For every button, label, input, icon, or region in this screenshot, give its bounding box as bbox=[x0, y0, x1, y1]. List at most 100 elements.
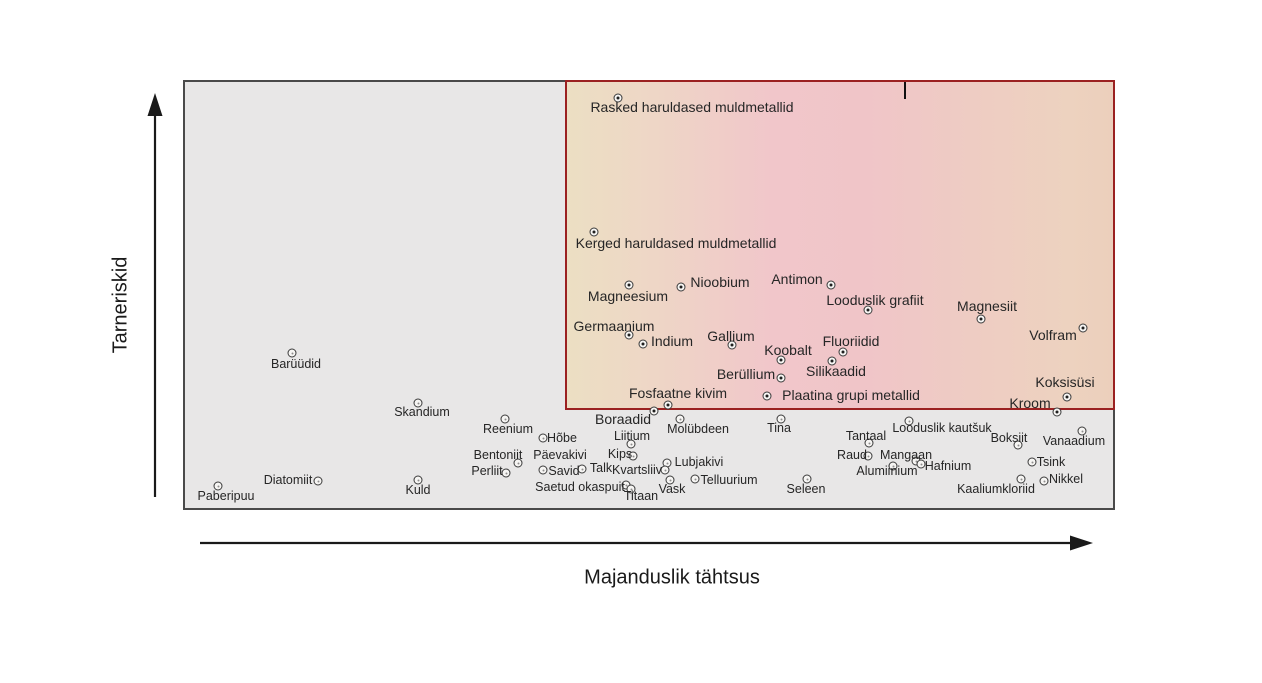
point-label-hafnium: Hafnium bbox=[924, 458, 972, 473]
data-point-fosfaatne-kivim bbox=[663, 400, 673, 410]
point-label-fosfaatne-kivim: Fosfaatne kivim bbox=[628, 385, 728, 401]
data-point-fluoriidid bbox=[838, 347, 848, 357]
point-label-saetud-okaspuit: Saetud okaspuit bbox=[535, 479, 625, 494]
point-label-ber-llium: Berüllium bbox=[716, 366, 776, 382]
point-label-p-evakivi: Päevakivi bbox=[533, 447, 587, 462]
point-label-savid: Savid bbox=[548, 463, 580, 478]
data-point-tsink bbox=[1027, 457, 1037, 467]
point-label-kips: Kips bbox=[607, 446, 633, 461]
data-point-savid bbox=[538, 465, 548, 475]
data-point-tina bbox=[776, 414, 786, 424]
point-label-titaan: Titaan bbox=[623, 488, 659, 503]
point-label-indium: Indium bbox=[650, 333, 694, 349]
point-label-magnesiit: Magnesiit bbox=[957, 298, 1017, 314]
data-point-looduslik-grafiit bbox=[863, 305, 873, 315]
point-label-bentoniit: Bentoniit bbox=[473, 447, 523, 462]
point-label-fluoriidid: Fluoriidid bbox=[822, 333, 880, 349]
data-point-bentoniit bbox=[513, 458, 523, 468]
data-point-h-be bbox=[538, 433, 548, 443]
point-label-bar-did: Barüüdid bbox=[270, 356, 322, 371]
point-label-volfram: Volfram bbox=[1029, 327, 1077, 343]
data-point-koobalt bbox=[776, 355, 786, 365]
point-label-raud: Raud bbox=[837, 447, 867, 462]
point-label-vanaadium: Vanaadium bbox=[1042, 433, 1106, 448]
point-label-reenium: Reenium bbox=[482, 421, 534, 436]
data-point-diatomiit bbox=[313, 476, 323, 486]
data-point-vask bbox=[665, 475, 675, 485]
data-point-telluurium bbox=[690, 474, 700, 484]
point-label-looduslik-grafiit: Looduslik grafiit bbox=[826, 292, 924, 308]
data-point-gallium bbox=[727, 340, 737, 350]
point-label-lubjakivi: Lubjakivi bbox=[674, 454, 724, 469]
data-point-tantaal bbox=[864, 438, 874, 448]
data-point-mol-bdeen bbox=[675, 414, 685, 424]
data-point-vanaadium bbox=[1077, 426, 1087, 436]
point-label-mangaan: Mangaan bbox=[879, 447, 933, 462]
point-label-kuld: Kuld bbox=[405, 482, 431, 497]
data-point-koksis-si bbox=[1062, 392, 1072, 402]
data-point-germaanium bbox=[624, 330, 634, 340]
data-point-talk bbox=[577, 464, 587, 474]
point-label-tantaal: Tantaal bbox=[845, 428, 887, 443]
point-label-skandium: Skandium bbox=[394, 404, 450, 419]
point-label-magneesium: Magneesium bbox=[587, 288, 669, 304]
point-label-looduslik-kaut-uk: Looduslik kautšuk bbox=[892, 420, 992, 435]
data-point-liitium bbox=[626, 439, 636, 449]
data-point-raud bbox=[863, 451, 873, 461]
data-point-kips bbox=[628, 451, 638, 461]
point-label-kvartsliiv: Kvartsliiv bbox=[611, 462, 663, 477]
point-label-liitium: Liitium bbox=[613, 428, 651, 443]
data-point-silikaadid bbox=[827, 356, 837, 366]
point-label-diatomiit: Diatomiit bbox=[263, 472, 313, 487]
data-point-nikkel bbox=[1039, 476, 1049, 486]
point-label-nioobium: Nioobium bbox=[690, 274, 750, 290]
data-point-magnesiit bbox=[976, 314, 986, 324]
data-point-volfram bbox=[1078, 323, 1088, 333]
data-point-alumiinium bbox=[888, 461, 898, 471]
data-point-skandium bbox=[413, 398, 423, 408]
point-label-kerged-haruldased-muldmetallid: Kerged haruldased muldmetallid bbox=[575, 235, 777, 251]
data-point-kuld bbox=[413, 475, 423, 485]
data-point-magneesium bbox=[624, 280, 634, 290]
point-label-h-be: Hõbe bbox=[547, 430, 577, 445]
x-axis-arrow-icon bbox=[200, 535, 1093, 551]
y-axis-arrow-icon bbox=[147, 93, 163, 497]
y-axis-label: Tarneriskid bbox=[109, 256, 132, 354]
data-point-antimon bbox=[826, 280, 836, 290]
point-label-koksis-si: Koksisüsi bbox=[1035, 374, 1095, 390]
data-point-rasked-haruldased-muldmetallid bbox=[613, 93, 623, 103]
point-label-telluurium: Telluurium bbox=[700, 472, 758, 487]
data-point-kvartsliiv bbox=[660, 465, 670, 475]
point-label-silikaadid: Silikaadid bbox=[806, 363, 866, 379]
data-point-reenium bbox=[500, 414, 510, 424]
data-point-nioobium bbox=[676, 282, 686, 292]
point-label-talk: Talk bbox=[589, 460, 613, 475]
point-label-nikkel: Nikkel bbox=[1048, 471, 1084, 486]
point-label-boksiit: Boksiit bbox=[990, 430, 1028, 445]
point-label-kaaliumkloriid: Kaaliumkloriid bbox=[957, 481, 1035, 496]
data-point-hafnium bbox=[916, 459, 926, 469]
point-label-germaanium: Germaanium bbox=[573, 318, 655, 334]
data-point-boraadid bbox=[649, 406, 659, 416]
point-label-seleen: Seleen bbox=[786, 481, 826, 496]
data-point-kerged-haruldased-muldmetallid bbox=[589, 227, 599, 237]
point-label-plaatina-grupi-metallid: Plaatina grupi metallid bbox=[782, 387, 920, 403]
point-label-tsink: Tsink bbox=[1036, 454, 1066, 469]
point-label-rasked-haruldased-muldmetallid: Rasked haruldased muldmetallid bbox=[590, 99, 794, 115]
point-label-gallium: Gallium bbox=[707, 328, 755, 344]
point-label-kroom: Kroom bbox=[1009, 395, 1051, 411]
point-label-perliit: Perliit bbox=[471, 463, 503, 478]
point-label-mol-bdeen: Molübdeen bbox=[667, 421, 729, 436]
data-point-indium bbox=[638, 339, 648, 349]
point-label-vask: Vask bbox=[658, 481, 686, 496]
data-point-ber-llium bbox=[776, 373, 786, 383]
data-point-seleen bbox=[802, 474, 812, 484]
x-axis-label: Majanduslik tähtsus bbox=[584, 566, 760, 589]
point-label-koobalt: Koobalt bbox=[764, 342, 812, 358]
data-point-kroom bbox=[1052, 407, 1062, 417]
point-label-tina: Tina bbox=[767, 420, 791, 435]
data-point-kaaliumkloriid bbox=[1016, 474, 1026, 484]
data-point-plaatina-grupi-metallid bbox=[762, 391, 772, 401]
